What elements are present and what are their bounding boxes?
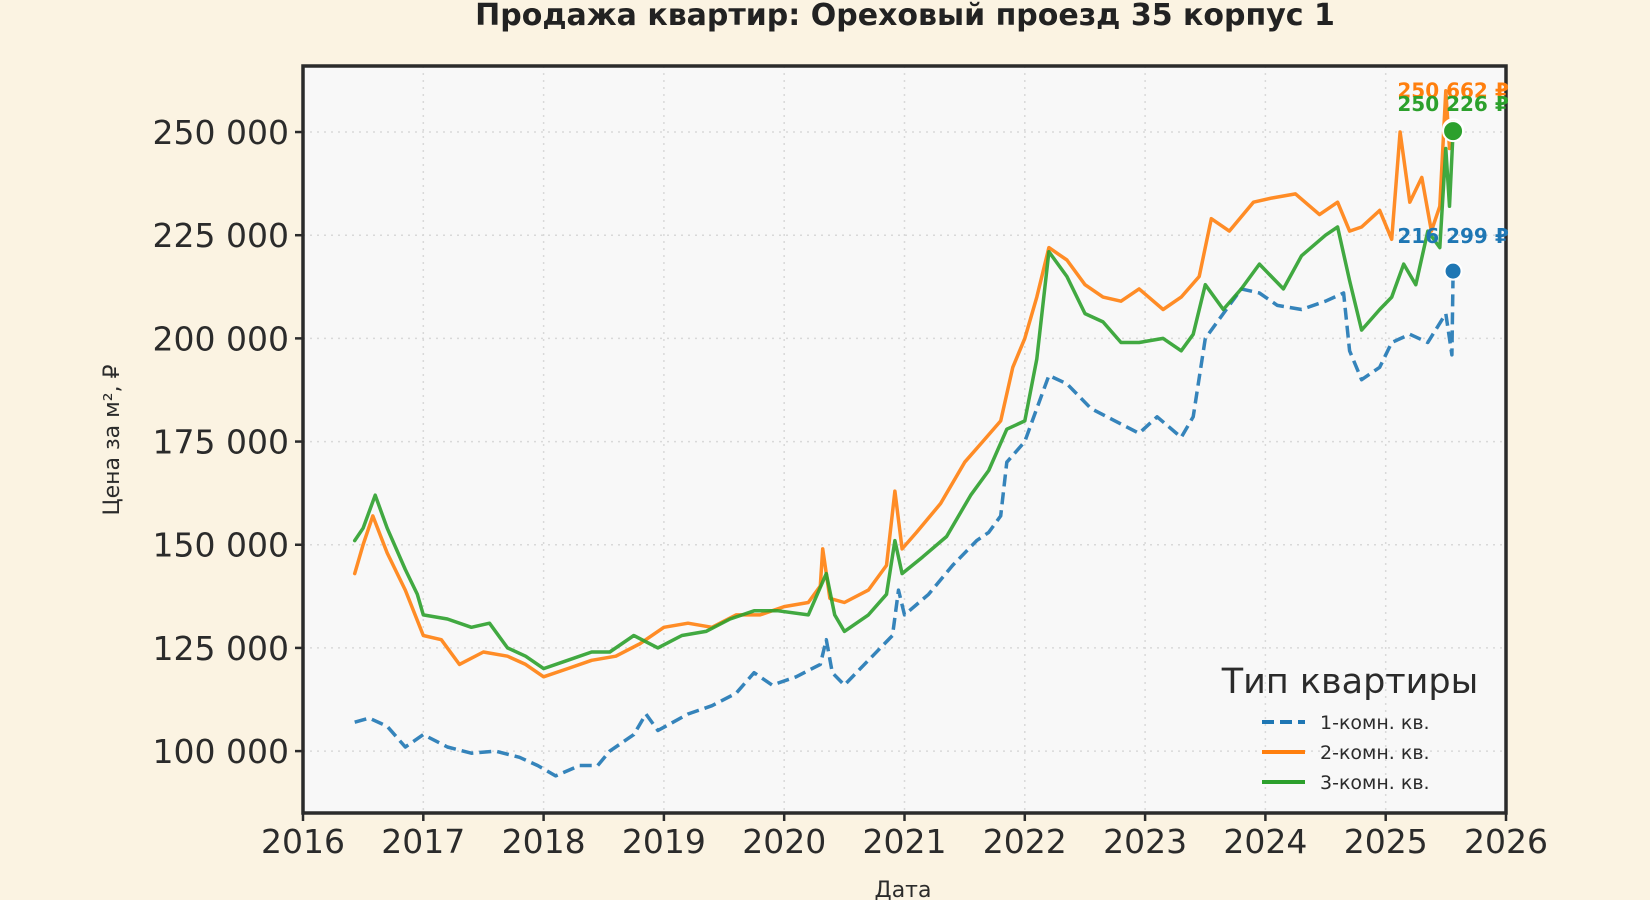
series-line-2 (352, 89, 1455, 679)
x-tick-label: 2025 (1344, 822, 1428, 861)
x-tick-label: 2017 (381, 822, 465, 861)
x-tick-label: 2022 (983, 822, 1067, 861)
legend-item-2: 2-комн. кв. (1320, 742, 1430, 764)
y-tick-label: 175 000 (153, 423, 289, 462)
series-line-3 (352, 129, 1455, 671)
x-tick-label: 2018 (502, 822, 586, 861)
end-markers: 216 299 ₽ 250 662 ₽250 226 ₽ (1397, 78, 1509, 281)
legend-title: Тип квартиры (1221, 662, 1479, 702)
y-tick-label: 100 000 (153, 732, 289, 771)
plot-area (303, 66, 1506, 813)
x-tick-label: 2026 (1464, 822, 1548, 861)
x-tick-label: 2023 (1103, 822, 1187, 861)
y-tick-label: 200 000 (153, 319, 289, 358)
grid (302, 66, 1507, 813)
x-axis: 2016 2017 2018 2019 2020 2021 2022 2023 2024 2025… (261, 813, 1548, 861)
y-axis: 100 000 125 000 150 000 175 000 200 000 225 0… (153, 113, 303, 771)
series-line-1 (354, 271, 1455, 778)
legend-item-3: 3-комн. кв. (1320, 772, 1430, 794)
legend-item-1: 1-комн. кв. (1320, 712, 1430, 734)
series-end-point-3 (1442, 120, 1465, 143)
y-axis-label: Цена за м², ₽ (100, 364, 125, 515)
x-tick-label: 2021 (863, 822, 947, 861)
series-layer (352, 89, 1455, 778)
x-tick-label: 2020 (742, 822, 826, 861)
x-axis-label: Дата (875, 878, 932, 900)
y-tick-label: 225 000 (153, 216, 289, 255)
y-tick-label: 125 000 (153, 629, 289, 668)
chart-title: Продажа квартир: Ореховый проезд 35 корп… (475, 0, 1335, 33)
y-tick-label: 150 000 (153, 526, 289, 565)
series-end-label-2: 250 662 ₽ (1397, 78, 1508, 102)
y-tick-label: 250 000 (153, 113, 289, 152)
x-tick-label: 2024 (1223, 822, 1307, 861)
legend: Тип квартиры 1-комн. кв. 2-комн. кв. 3-ком… (1221, 662, 1479, 794)
series-end-label-1: 216 299 ₽ (1397, 224, 1508, 248)
x-tick-label: 2016 (261, 822, 345, 861)
series-end-label-3: 250 226 ₽ (1397, 92, 1508, 116)
series-end-point-1 (1443, 261, 1463, 281)
x-tick-label: 2019 (622, 822, 706, 861)
